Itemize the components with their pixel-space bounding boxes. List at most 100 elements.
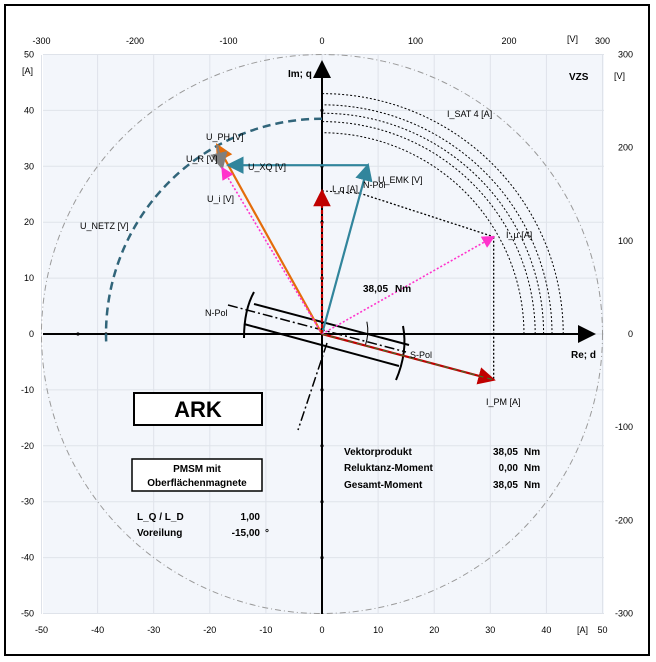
u-netz-curve — [104, 117, 323, 342]
y-right-tick-label: -100 — [615, 422, 633, 432]
axis-tick-dot — [320, 556, 324, 560]
n-pol-label: N-Pol — [205, 308, 228, 318]
vzs-label: VZS — [569, 72, 589, 83]
x-top-tick-label: -300 — [32, 36, 50, 46]
vectors — [210, 143, 496, 385]
x-bottom-tick-label: 20 — [429, 625, 439, 635]
y-left-tick-label: 30 — [24, 161, 34, 171]
u-xq-label: U_XQ [V] — [248, 162, 286, 172]
ark-label: ARK — [174, 397, 222, 422]
axis-tick-dot — [320, 108, 324, 112]
x-bottom-tick-label: 30 — [485, 625, 495, 635]
vector-u-i-v- — [221, 166, 323, 335]
n-pol-small-label: N-Pol — [363, 180, 386, 190]
result-unit-2: Nm — [524, 480, 540, 491]
y-right-tick-label: -200 — [615, 515, 633, 525]
y-left-tick-label: -10 — [21, 385, 34, 395]
y-left-tick-label: -40 — [21, 553, 34, 563]
lq-ld-label: L_Q / L_D — [137, 512, 184, 523]
y-left-tick-label: 40 — [24, 105, 34, 115]
re-axis-label: Re; d — [571, 350, 596, 361]
y-right-tick-label: 300 — [618, 50, 633, 60]
sat-circles — [321, 93, 564, 335]
x-bottom-tick-label: 10 — [373, 625, 383, 635]
axis-tick-dot — [76, 332, 80, 336]
vector-i-µ-a- — [321, 235, 496, 335]
sat-arc — [321, 132, 525, 335]
advance-value: -15,00 — [232, 528, 261, 539]
lq-ld-value: 1,00 — [241, 512, 261, 523]
vector-u-r-v- — [210, 144, 228, 171]
sat-arc — [321, 104, 553, 335]
result-value-2: 38,05 — [493, 480, 518, 491]
y-left-tick-label: 10 — [24, 273, 34, 283]
result-value-0: 38,05 — [493, 447, 518, 458]
y-left-tick-label: 20 — [24, 217, 34, 227]
result-unit-0: Nm — [524, 447, 540, 458]
rotor-drawing — [227, 291, 410, 431]
vector-u-emk-v- — [320, 163, 373, 335]
x-bottom-ticks: -50 -40 -30 -20 -10 0 10 20 30 40 50 — [35, 625, 608, 635]
advance-unit: ° — [265, 528, 269, 539]
x-bottom-tick-label: -40 — [91, 625, 104, 635]
x-bottom-tick-label: 40 — [541, 625, 551, 635]
motor-type-line1: PMSM mit — [173, 464, 221, 475]
x-bottom-tick-label: -50 — [35, 625, 48, 635]
x-bottom-tick-label: -30 — [147, 625, 160, 635]
sat-arc — [321, 112, 545, 335]
i-q-label: I_q [A] — [332, 184, 358, 194]
i-sat-label: I_SAT 4 [A] — [447, 109, 492, 119]
vector-u-ph-v- — [216, 143, 323, 335]
y-left-ticks: 50 40 30 20 10 0 -10 -20 -30 -40 -50 — [21, 50, 34, 619]
y-right-tick-label: 0 — [628, 329, 633, 339]
y-right-tick-label: 100 — [618, 236, 633, 246]
outer-circle — [41, 54, 603, 614]
advance-label: Voreilung — [137, 528, 182, 539]
u-emk-label: U_EMK [V] — [378, 175, 423, 185]
y-right-ticks: 300 200 100 0 -100 -200 -300 — [615, 50, 633, 619]
s-pol-label: S-Pol — [410, 350, 432, 360]
x-bottom-tick-label: 50 — [597, 625, 607, 635]
y-left-unit: [A] — [22, 66, 33, 76]
y-right-tick-label: 200 — [618, 143, 633, 153]
u-ph-label: U_PH [V] — [206, 132, 244, 142]
result-label-1: Reluktanz-Moment — [344, 463, 434, 474]
x-bottom-tick-label: 0 — [319, 625, 324, 635]
x-top-tick-label: 0 — [319, 36, 324, 46]
sat-arc — [321, 93, 564, 335]
u-r-label: U_R [V] — [186, 154, 218, 164]
torque-value: 38,05 — [363, 284, 388, 295]
motor-type-line2: Oberflächenmagnete — [147, 478, 247, 489]
vector-i-pm-overlay — [321, 333, 494, 381]
y-left-tick-label: -30 — [21, 497, 34, 507]
u-i-label: U_i [V] — [207, 194, 234, 204]
motor-type-box — [131, 458, 263, 492]
ark-box — [133, 392, 263, 426]
result-label-2: Gesamt-Moment — [344, 480, 423, 491]
x-bottom-tick-label: -10 — [259, 625, 272, 635]
x-top-tick-label: -100 — [219, 36, 237, 46]
u-netz-label: U_NETZ [V] — [80, 221, 129, 231]
x-top-ticks: -300 -200 -100 0 100 200 300 — [32, 36, 610, 46]
x-top-tick-label: 200 — [501, 36, 516, 46]
y-left-tick-label: 50 — [24, 50, 34, 60]
result-unit-1: Nm — [524, 463, 540, 474]
result-label-0: Vektorprodukt — [344, 447, 412, 458]
im-axis-label: Im; q — [288, 69, 312, 80]
y-left-tick-label: -20 — [21, 441, 34, 451]
axis-tick-dot — [320, 500, 324, 504]
i-mu-label: I_µ [A] — [506, 230, 532, 240]
y-right-tick-label: -300 — [615, 609, 633, 619]
x-bottom-tick-label: -20 — [203, 625, 216, 635]
x-top-tick-label: -200 — [126, 36, 144, 46]
y-left-tick-label: -50 — [21, 609, 34, 619]
x-bottom-unit: [A] — [577, 625, 588, 635]
x-top-unit: [V] — [567, 34, 578, 44]
x-top-tick-label: 300 — [595, 36, 610, 46]
axes — [43, 60, 596, 614]
y-left-tick-label: 0 — [29, 329, 34, 339]
x-top-tick-label: 100 — [408, 36, 423, 46]
axis-tick-dot — [320, 444, 324, 448]
torque-unit: Nm — [395, 284, 411, 295]
